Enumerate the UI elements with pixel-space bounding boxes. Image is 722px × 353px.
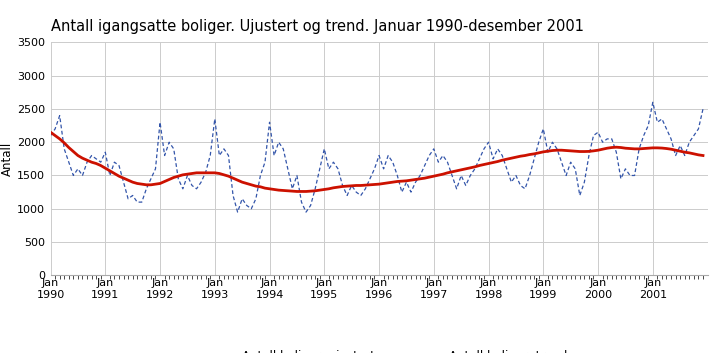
Legend: Antall boliger, ujustert, Antall boliger, trend: Antall boliger, ujustert, Antall boliger… bbox=[186, 345, 572, 353]
Text: Antall igangsatte boliger. Ujustert og trend. Januar 1990-desember 2001: Antall igangsatte boliger. Ujustert og t… bbox=[51, 19, 583, 34]
Y-axis label: Antall: Antall bbox=[1, 142, 14, 176]
